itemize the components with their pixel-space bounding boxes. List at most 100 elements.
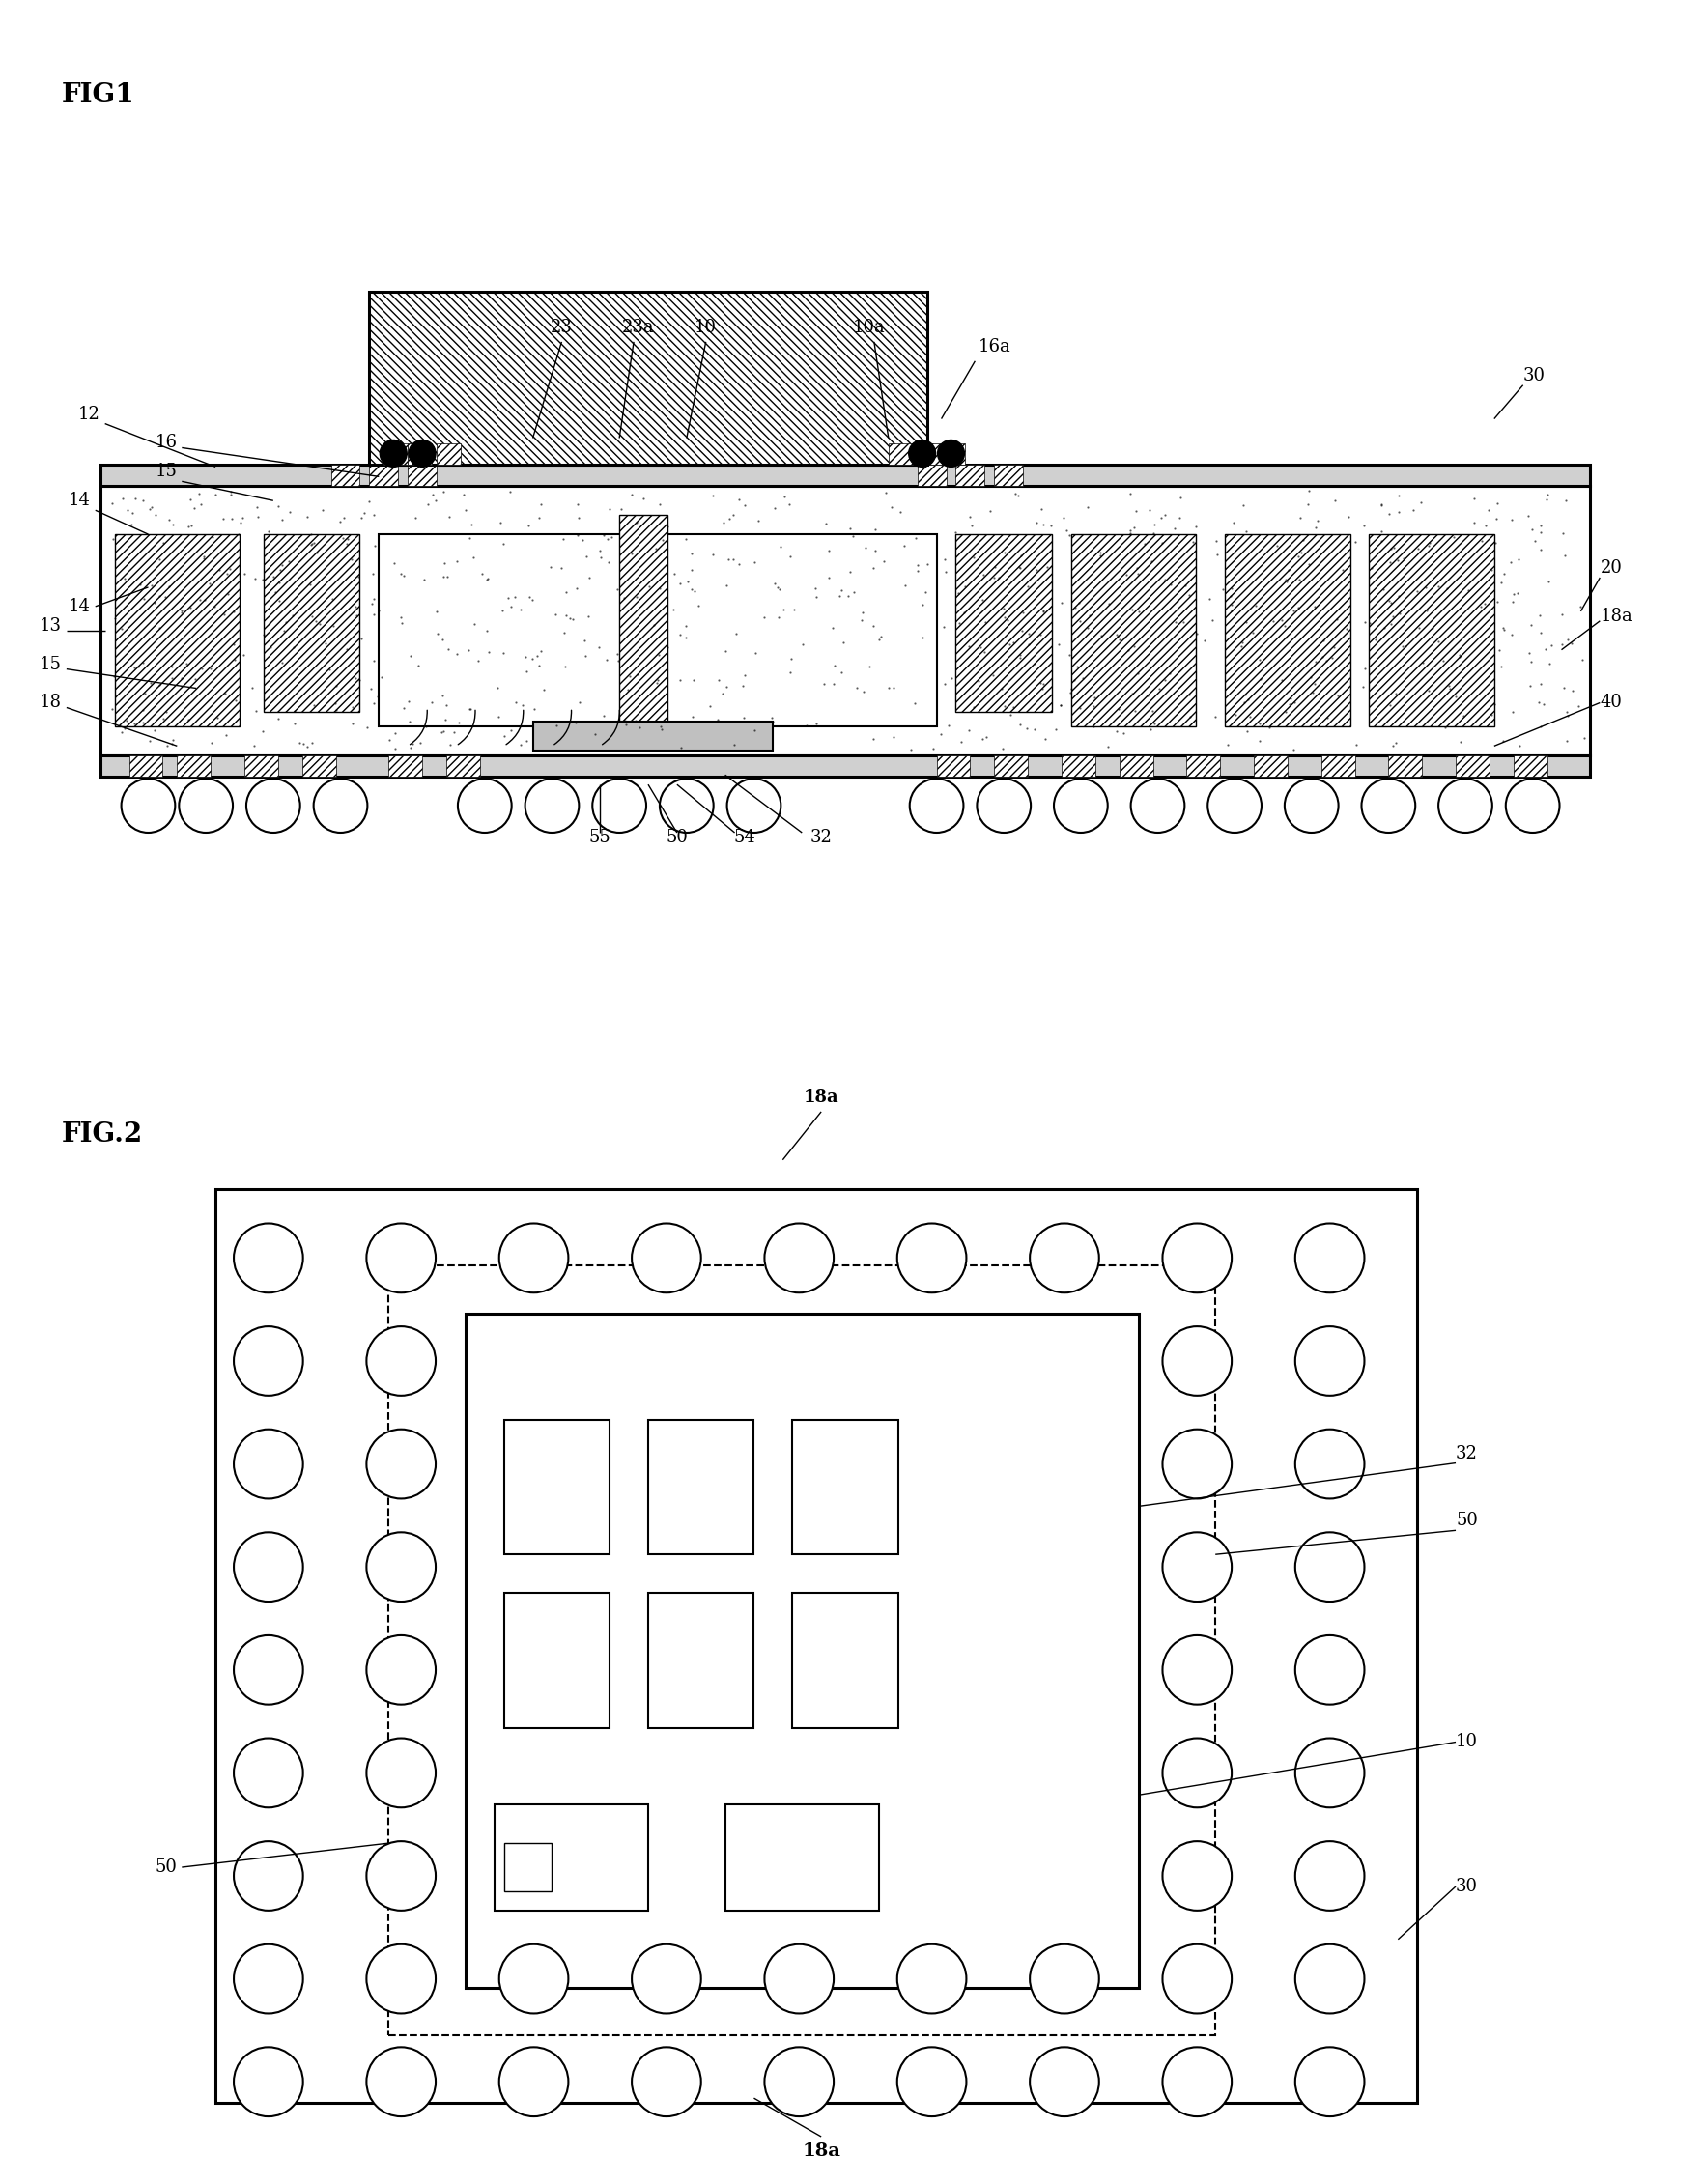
Bar [725, 1804, 879, 1911]
Bar [494, 1804, 649, 1911]
Bar [504, 1420, 610, 1555]
Text: 15: 15 [155, 463, 177, 480]
Circle shape [366, 1326, 436, 1396]
Circle shape [897, 1223, 966, 1293]
Circle shape [659, 780, 714, 832]
Circle shape [938, 439, 964, 467]
Bar [380, 535, 937, 727]
Bar [264, 535, 359, 712]
Text: 50: 50 [1456, 1511, 1478, 1529]
Circle shape [499, 2046, 569, 2116]
Circle shape [247, 780, 300, 832]
Bar [942, 443, 966, 465]
Circle shape [409, 439, 436, 467]
Circle shape [593, 780, 645, 832]
Circle shape [233, 1738, 303, 1808]
Bar [1187, 756, 1219, 778]
Circle shape [366, 1841, 436, 1911]
Circle shape [897, 2046, 966, 2116]
Bar [1253, 756, 1287, 778]
Text: 32: 32 [1456, 1444, 1478, 1461]
Circle shape [1163, 1738, 1231, 1808]
Bar [955, 535, 1052, 712]
Bar [504, 1843, 552, 1891]
Text: 18a: 18a [802, 2143, 841, 2160]
Text: 14: 14 [68, 491, 90, 509]
Bar [937, 756, 971, 778]
Bar [889, 443, 913, 465]
Circle shape [1030, 2046, 1098, 2116]
Circle shape [366, 1223, 436, 1293]
Circle shape [1030, 1944, 1098, 2014]
Bar [792, 1592, 897, 1728]
Circle shape [233, 1223, 303, 1293]
Text: 18a: 18a [804, 1088, 840, 1105]
Circle shape [179, 780, 233, 832]
Text: 16: 16 [155, 435, 177, 452]
Circle shape [1131, 780, 1185, 832]
Circle shape [632, 1223, 702, 1293]
Circle shape [313, 780, 368, 832]
Bar [216, 1188, 1417, 2103]
Bar [1224, 535, 1350, 727]
Text: 30: 30 [1522, 367, 1545, 384]
Circle shape [1296, 1636, 1364, 1704]
Text: 32: 32 [811, 828, 833, 845]
Circle shape [1439, 780, 1492, 832]
Bar [370, 293, 926, 465]
Circle shape [121, 780, 175, 832]
Bar [436, 443, 462, 465]
Circle shape [525, 780, 579, 832]
Bar [504, 1592, 610, 1728]
Circle shape [897, 1944, 966, 2014]
Bar [114, 535, 240, 727]
Circle shape [233, 1533, 303, 1601]
Circle shape [499, 1223, 569, 1293]
Circle shape [1361, 780, 1415, 832]
Bar [383, 443, 407, 465]
Circle shape [458, 780, 511, 832]
Circle shape [727, 780, 782, 832]
Bar [995, 465, 1024, 487]
Circle shape [1284, 780, 1339, 832]
Text: FIG.2: FIG.2 [61, 1120, 143, 1147]
Text: 14: 14 [68, 598, 90, 616]
Text: 13: 13 [39, 618, 61, 633]
Bar [388, 756, 422, 778]
Circle shape [366, 1944, 436, 2014]
Circle shape [765, 1223, 834, 1293]
Circle shape [366, 1533, 436, 1601]
Circle shape [909, 439, 935, 467]
Text: 50: 50 [155, 1859, 177, 1876]
Text: 12: 12 [78, 406, 100, 424]
Bar [1388, 756, 1422, 778]
Circle shape [1296, 1841, 1364, 1911]
Bar [620, 515, 668, 747]
Bar [955, 465, 984, 487]
Circle shape [1163, 1428, 1231, 1498]
Text: 15: 15 [39, 655, 61, 673]
Circle shape [366, 2046, 436, 2116]
Text: 10: 10 [1456, 1734, 1478, 1752]
Bar [1071, 535, 1196, 727]
Circle shape [1207, 780, 1262, 832]
Circle shape [1505, 780, 1560, 832]
Circle shape [1054, 780, 1107, 832]
Circle shape [909, 780, 964, 832]
Bar [1369, 535, 1494, 727]
Bar [918, 465, 947, 487]
Bar [330, 465, 359, 487]
Text: 10a: 10a [853, 319, 886, 336]
Bar [1514, 756, 1546, 778]
Circle shape [1163, 1944, 1231, 2014]
Circle shape [1163, 1533, 1231, 1601]
Circle shape [1163, 2046, 1231, 2116]
Text: FIG1: FIG1 [61, 83, 135, 107]
Bar [649, 1592, 754, 1728]
Text: 55: 55 [589, 828, 611, 845]
Text: 54: 54 [734, 828, 756, 845]
Circle shape [233, 2046, 303, 2116]
Circle shape [1296, 1428, 1364, 1498]
Bar [301, 756, 335, 778]
Circle shape [1296, 1738, 1364, 1808]
